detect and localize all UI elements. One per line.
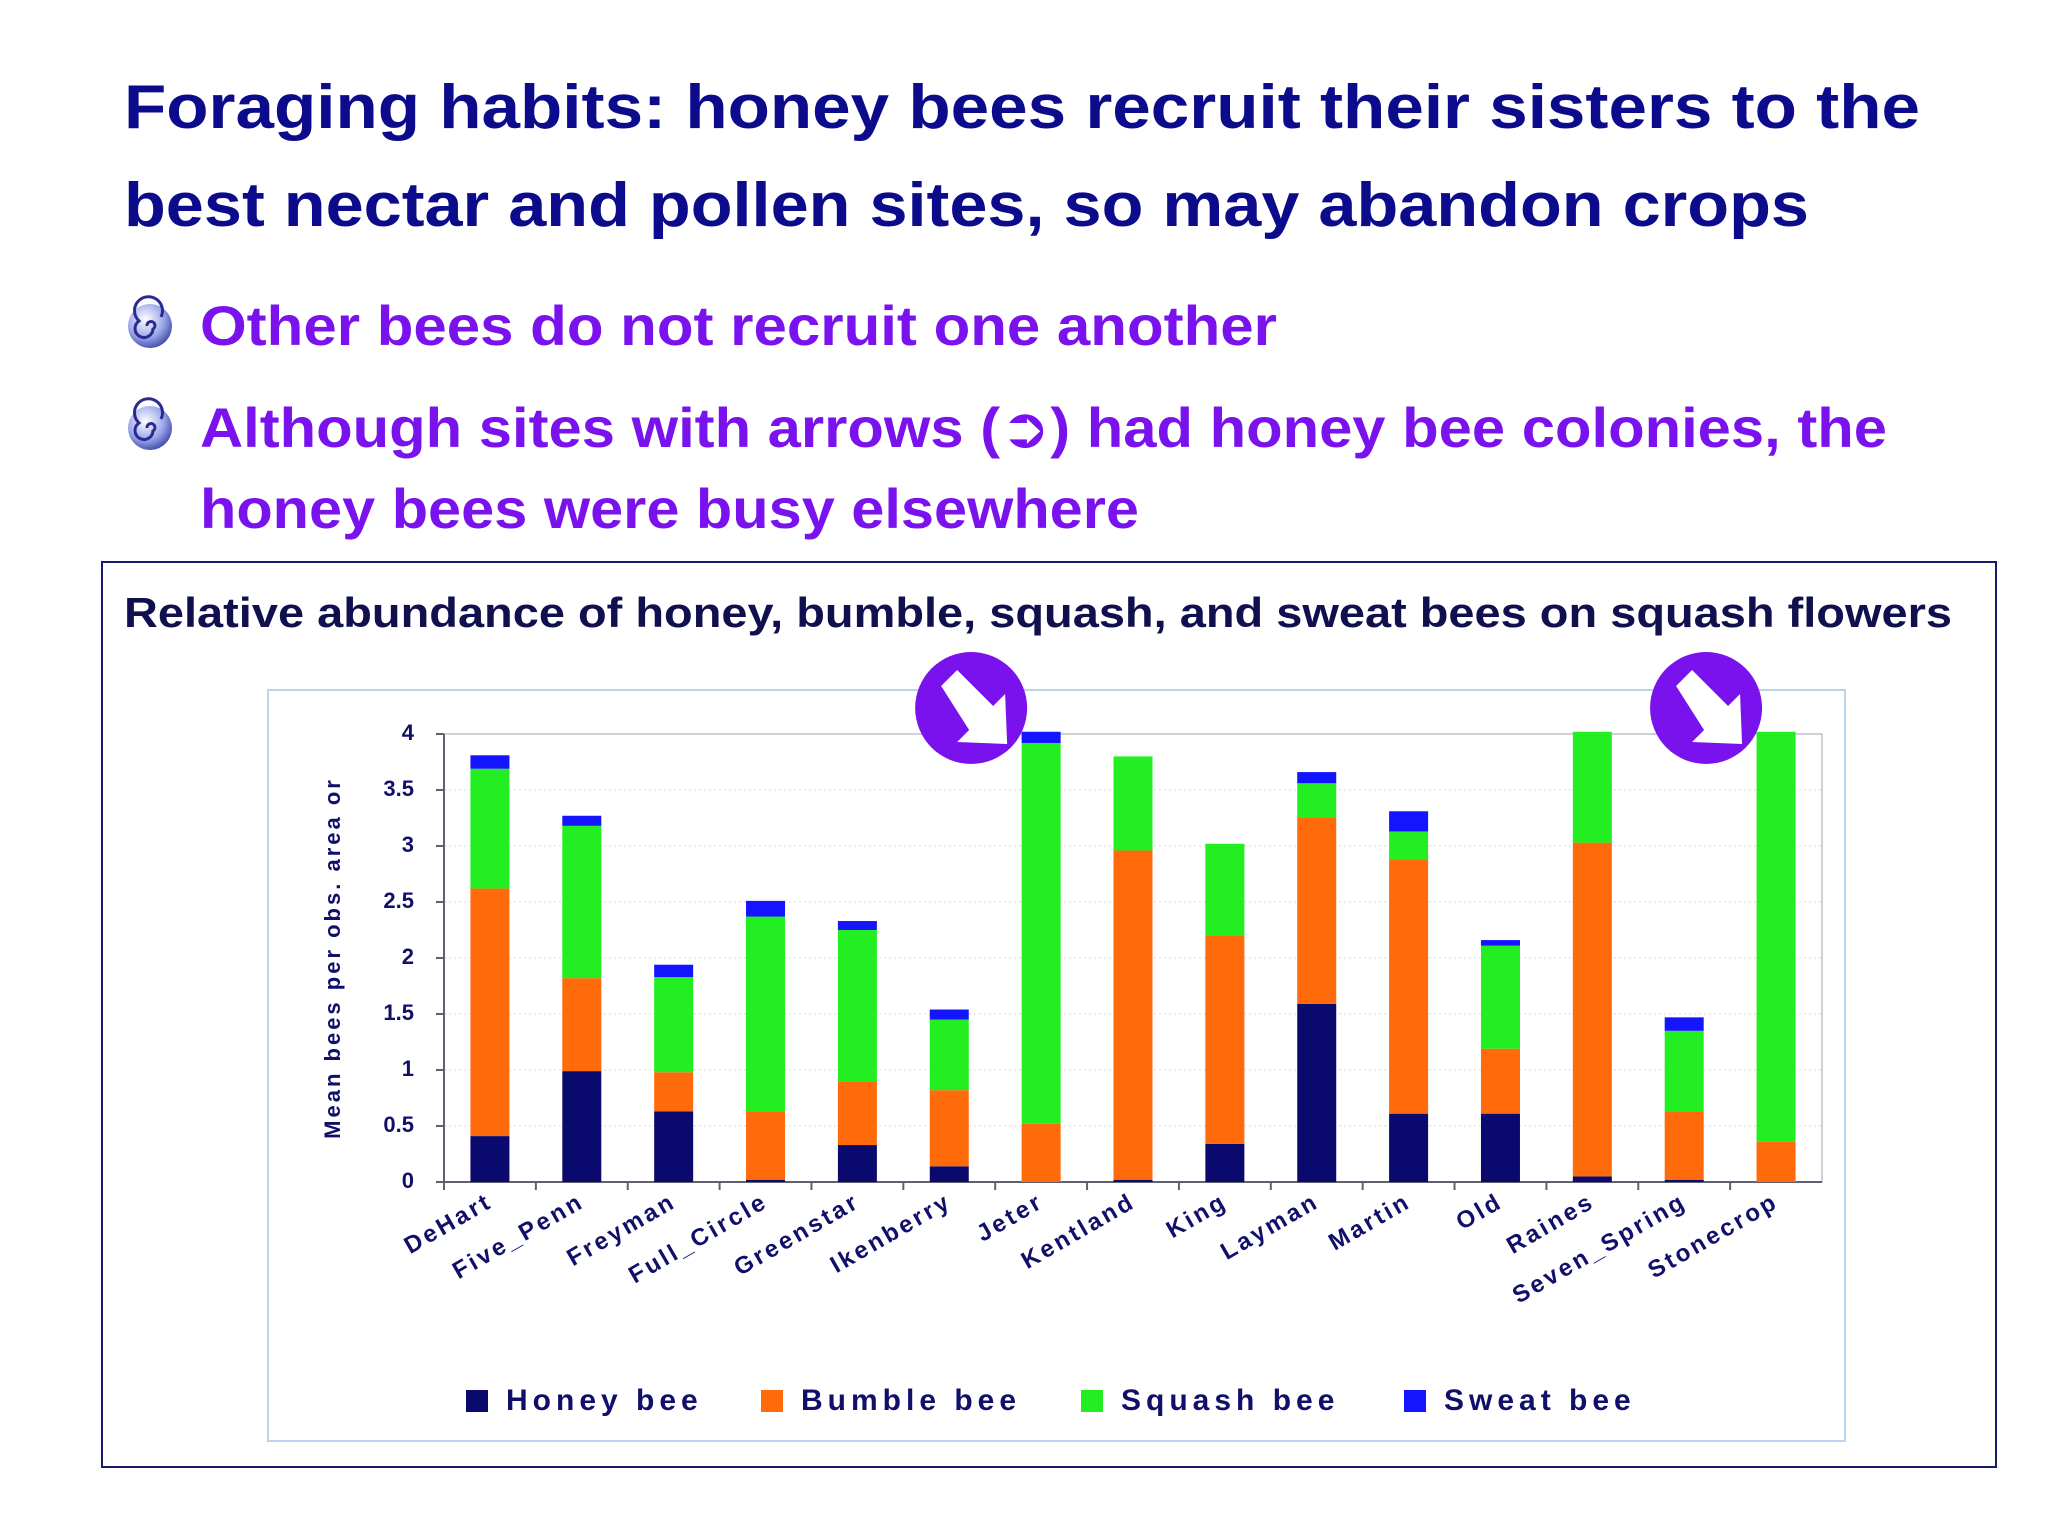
bar-segment: [1664, 1030, 1704, 1112]
bar-segment: [1389, 1113, 1429, 1182]
bar-segment: [1389, 831, 1429, 860]
bar-segment: [1021, 1123, 1061, 1182]
bar-segment: [1572, 842, 1612, 1177]
y-axis-label: Mean bees per obs. area or: [320, 777, 345, 1139]
legend-swatch: [1081, 1390, 1103, 1412]
bar-segment: [1297, 818, 1337, 1004]
bar-segment: [562, 1071, 602, 1182]
bar-segment: [1021, 742, 1061, 1124]
bar-segment: [746, 1111, 786, 1180]
bar-segment: [1113, 756, 1153, 851]
slide-title: Foraging habits: honey bees recruit thei…: [124, 73, 1920, 142]
legend-swatch: [466, 1390, 488, 1412]
bar-segment: [562, 825, 602, 979]
bullet-text: honey bees were busy elsewhere: [200, 477, 1139, 540]
bar-segment: [562, 978, 602, 1072]
bar-segment: [1480, 1113, 1520, 1182]
bar-segment: [1480, 1048, 1520, 1114]
bar-segment: [1205, 935, 1245, 1144]
bar-segment: [1480, 940, 1520, 946]
y-tick-label: 0.5: [383, 1112, 414, 1137]
bar-segment: [837, 921, 877, 930]
bar-segment: [1389, 811, 1429, 832]
bullet-icon: [128, 397, 172, 450]
arrow-head: [941, 670, 1008, 744]
bar-segment: [1664, 1179, 1704, 1182]
bar-segment: [837, 1145, 877, 1182]
bullet-text: Although sites with arrows (➲) had honey…: [200, 396, 1887, 459]
y-tick-label: 2.5: [383, 888, 414, 913]
bar-segment: [929, 1166, 969, 1182]
bar-segment: [746, 1179, 786, 1182]
bar-segment: [1205, 843, 1245, 936]
legend-swatch: [1404, 1390, 1426, 1412]
bar-segment: [1113, 850, 1153, 1180]
bar-segment: [1297, 1003, 1337, 1182]
bar-segment: [837, 1081, 877, 1146]
bar-segment: [562, 815, 602, 826]
bar-segment: [654, 1111, 694, 1182]
y-tick-label: 1.5: [383, 1000, 414, 1025]
bar-segment: [746, 916, 786, 1112]
bar-segment: [1572, 731, 1612, 843]
bar-segment: [929, 1009, 969, 1020]
bar-segment: [1664, 1017, 1704, 1031]
bar-segment: [1297, 783, 1337, 818]
bar-segment: [470, 768, 510, 889]
slide-title: best nectar and pollen sites, so may aba…: [124, 171, 1809, 240]
bar-segment: [1664, 1111, 1704, 1180]
arrow-icon: [1650, 652, 1763, 764]
y-tick-label: 0: [402, 1168, 414, 1193]
bar-segment: [746, 900, 786, 917]
bar-segment: [1021, 731, 1061, 743]
bar-segment: [1297, 772, 1337, 784]
y-tick-label: 4: [402, 720, 415, 745]
legend-label: Sweat bee: [1444, 1384, 1636, 1417]
bullet-text: Other bees do not recruit one another: [200, 294, 1277, 357]
y-tick-label: 3: [402, 832, 414, 857]
bar-segment: [470, 1136, 510, 1182]
bar-segment: [1205, 1143, 1245, 1182]
bar-segment: [654, 977, 694, 1073]
bar-segment: [837, 930, 877, 1082]
bar-segment: [1756, 731, 1796, 1142]
y-tick-label: 3.5: [383, 776, 414, 801]
bar-segment: [1572, 1176, 1612, 1182]
chart-title: Relative abundance of honey, bumble, squ…: [124, 589, 1952, 636]
bar-segment: [929, 1019, 969, 1091]
bar-segment: [470, 755, 510, 769]
legend-label: Bumble bee: [801, 1384, 1021, 1417]
arrow-head: [1676, 670, 1743, 744]
bullet-icon: [128, 295, 172, 348]
legend-label: Squash bee: [1121, 1384, 1339, 1417]
legend-swatch: [761, 1390, 783, 1412]
bar-segment: [1756, 1141, 1796, 1182]
y-tick-label: 2: [402, 944, 414, 969]
bar-segment: [654, 1072, 694, 1112]
y-tick-label: 1: [402, 1056, 414, 1081]
bar-segment: [929, 1090, 969, 1167]
bar-segment: [654, 964, 694, 978]
bar-segment: [470, 888, 510, 1137]
legend-label: Honey bee: [506, 1384, 703, 1417]
bar-segment: [1480, 945, 1520, 1049]
bar-segment: [1113, 1179, 1153, 1182]
bar-segment: [1389, 859, 1429, 1114]
arrow-icon: [915, 652, 1028, 764]
